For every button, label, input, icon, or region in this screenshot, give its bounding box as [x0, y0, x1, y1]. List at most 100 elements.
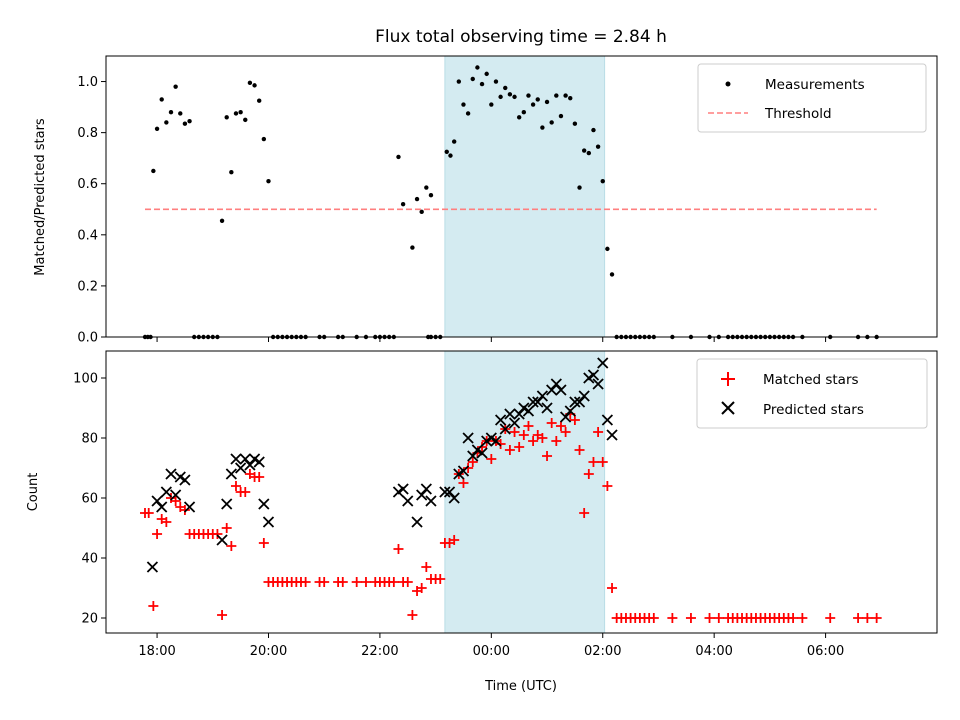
matched-stars-point [528, 436, 539, 446]
legend-measurements-label: Measurements [765, 77, 865, 93]
measurements-point [498, 94, 503, 100]
bottom-legend: Matched stars Predicted stars [696, 358, 928, 429]
predicted-stars-point [601, 414, 614, 426]
predicted-stars-point [425, 495, 437, 507]
bottom-y-axis-label: Count [26, 473, 41, 512]
matched-stars-point [588, 457, 599, 467]
measurements-point [609, 272, 615, 277]
predicted-stars-point [597, 357, 609, 369]
predicted-stars-point [476, 447, 488, 459]
measurements-point [238, 110, 243, 115]
matched-stars-point [602, 481, 613, 491]
measurements-point [252, 83, 257, 88]
measurements-point [554, 93, 559, 98]
bottom-x-axis: 18:00 20:00 22:00 00:00 02:00 04:00 06:00 [138, 633, 844, 659]
matched-stars-point [467, 457, 478, 467]
predicted-stars-point [253, 456, 265, 468]
matched-stars-point [597, 457, 608, 467]
predicted-stars-point [462, 432, 474, 444]
predicted-stars-point [397, 483, 409, 495]
measurements-point [507, 92, 513, 97]
matched-stars-point [477, 442, 488, 452]
predicted-stars-point [225, 468, 237, 480]
matched-stars-point [523, 421, 534, 431]
predicted-stars-point [402, 495, 414, 507]
matched-stars-point [170, 496, 181, 506]
predicted-stars-point [411, 516, 423, 528]
matched-stars-point [546, 418, 557, 428]
x-tick-label: 18:00 [138, 644, 175, 659]
matched-stars-point [871, 613, 882, 623]
measurements-point [410, 245, 415, 250]
predicted-stars-point [216, 534, 228, 546]
measurements-point [247, 80, 253, 86]
matched-stars-point [495, 439, 506, 449]
predicted-stars-point [448, 492, 460, 504]
measurements-point [484, 71, 489, 77]
matched-stars-point [704, 613, 715, 623]
matched-stars-point [143, 508, 154, 518]
measurements-point [493, 79, 499, 84]
matched-stars-point [713, 613, 724, 623]
predicted-stars-point [160, 486, 172, 498]
predicted-stars-point [578, 390, 590, 402]
measurements-point [424, 185, 429, 190]
top-y-tick-label: 0.2 [77, 279, 98, 294]
measurements-point [465, 111, 471, 116]
predicted-stars-point [156, 501, 168, 513]
predicted-stars-point [606, 429, 618, 441]
matched-stars-point [421, 562, 432, 572]
measurements-point [540, 125, 545, 130]
x-tick-label: 22:00 [361, 644, 398, 659]
bottom-panel: 20 40 60 80 100 18:00 20:00 22:00 00:00 02:00 04:… [26, 350, 938, 694]
matched-stars-point [685, 613, 696, 623]
bottom-y-tick-label: 40 [81, 552, 98, 567]
x-tick-label: 04:00 [695, 644, 732, 659]
measurements-point [530, 102, 536, 107]
matched-stars-point [486, 454, 497, 464]
top-y-axis: 0.0 0.2 0.4 0.6 0.8 1.0 [77, 75, 106, 346]
top-y-tick-label: 1.0 [77, 75, 98, 90]
matched-stars-point [360, 577, 371, 587]
predicted-stars-point [546, 384, 558, 396]
predicted-stars-point [494, 414, 507, 426]
matched-stars-point [648, 613, 659, 623]
measurements-point [549, 120, 554, 125]
top-legend: Measurements Threshold [697, 63, 927, 133]
top-y-tick-label: 0.6 [77, 177, 98, 192]
legend-predicted-label: Predicted stars [763, 402, 864, 418]
measurements-point [178, 111, 183, 116]
matched-stars-point [560, 427, 571, 437]
predicted-stars-point [183, 501, 196, 513]
matched-stars-point [667, 613, 678, 623]
matched-stars-point [579, 508, 590, 518]
measurements-point [400, 201, 406, 207]
measurements-point [444, 149, 449, 154]
predicted-stars-point [239, 453, 251, 465]
top-y-axis-label: Matched/Predicted stars [33, 118, 48, 276]
matched-stars-point [797, 613, 808, 623]
chart-title: Flux total observing time = 2.84 h [375, 27, 667, 47]
measurements-point [456, 79, 462, 84]
measurements-point [428, 193, 434, 198]
matched-stars-point [254, 472, 265, 482]
measurements-point [224, 115, 229, 120]
measurements-point [489, 102, 494, 107]
matched-stars-point [518, 430, 529, 440]
predicted-stars-point [508, 417, 521, 429]
predicted-stars-point [416, 489, 428, 501]
measurements-point [558, 113, 564, 119]
measurements-point [448, 153, 453, 158]
x-tick-label: 06:00 [807, 644, 844, 659]
measurements-point [461, 102, 466, 107]
matched-stars-point [514, 442, 525, 452]
predicted-stars-point [522, 405, 535, 417]
legend-matched-label: Matched stars [763, 372, 859, 388]
matched-stars-point [788, 613, 799, 623]
measurements-point [572, 121, 578, 126]
measurements-point [261, 136, 267, 142]
matched-stars-point [593, 427, 604, 437]
predicted-stars-point [541, 402, 553, 414]
matched-stars-point [407, 610, 418, 620]
